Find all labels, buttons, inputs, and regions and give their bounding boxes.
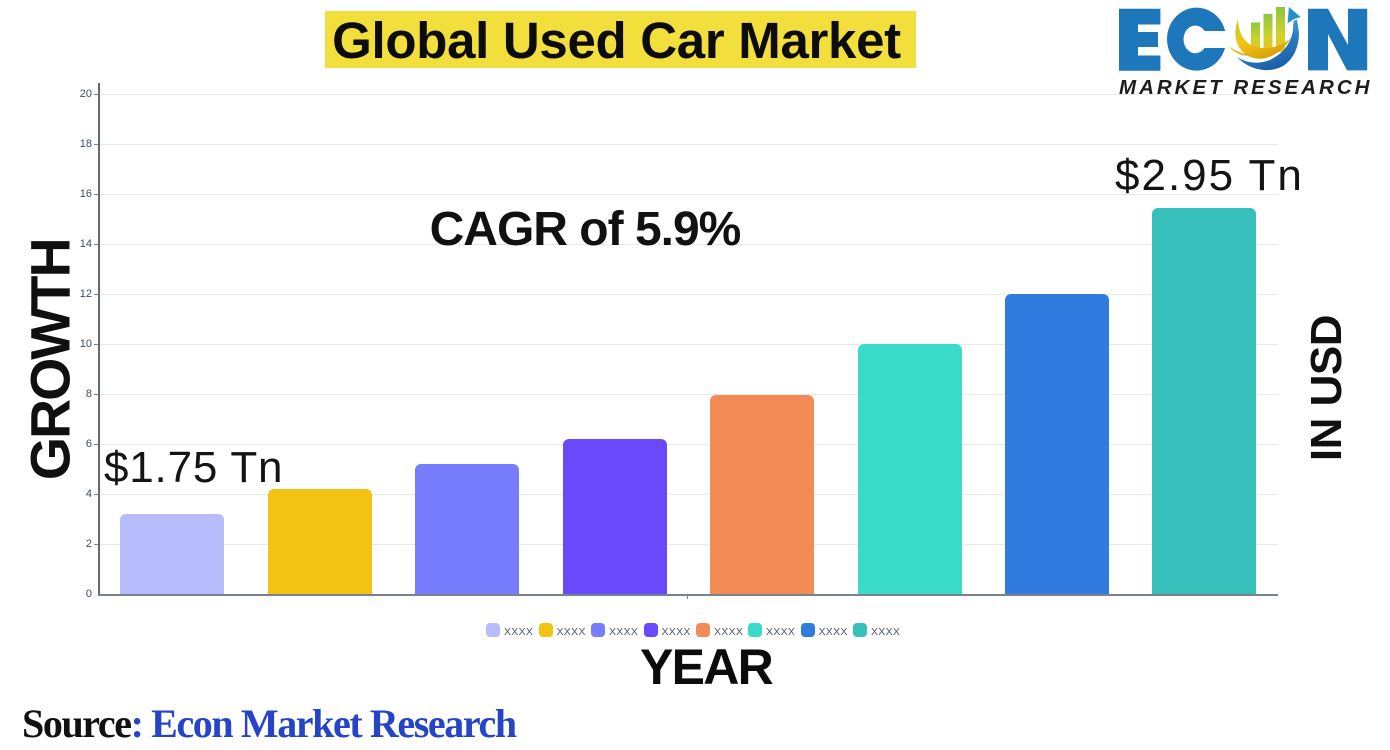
svg-text:MARKET RESEARCH: MARKET RESEARCH (1119, 76, 1372, 99)
